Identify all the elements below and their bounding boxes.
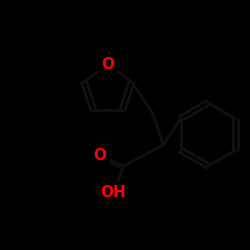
Text: OH: OH	[100, 185, 126, 200]
Text: O: O	[94, 148, 106, 163]
Text: O: O	[102, 57, 114, 72]
